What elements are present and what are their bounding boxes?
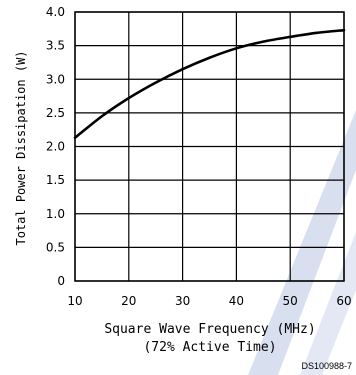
x-tick-label: 40: [229, 294, 244, 308]
y-tick-label: 0.5: [46, 240, 65, 254]
x-tick-label: 30: [175, 294, 190, 308]
x-axis-title: Square Wave Frequency (MHz): [104, 322, 315, 337]
x-tick-label: 50: [283, 294, 298, 308]
plot-area-frame: [74, 11, 345, 282]
y-tick-label: 0: [57, 274, 65, 288]
y-tick-label: 2.5: [46, 106, 65, 120]
y-axis-title: Total Power Dissipation (W): [14, 50, 28, 245]
x-axis-tick-labels: 10 20 30 40 50 60: [67, 294, 351, 308]
y-tick-label: 1.5: [46, 173, 65, 187]
watermark-band-group: [248, 110, 356, 375]
power-dissipation-curve: [73, 28, 346, 140]
x-axis-subtitle: (72% Active Time): [143, 340, 276, 355]
y-tick-label: 3.0: [46, 72, 65, 86]
watermark-band-2: [300, 232, 356, 375]
y-tick-label: 1.0: [46, 207, 65, 221]
figure-id-label: DS100988-7: [301, 361, 352, 371]
x-tick-label: 60: [336, 294, 351, 308]
x-tick-label: 20: [121, 294, 136, 308]
watermark-band-1: [248, 110, 356, 375]
y-tick-label: 2.0: [46, 140, 65, 154]
y-tick-label: 4.0: [46, 5, 65, 19]
y-axis-tick-labels: 0 0.5 1.0 1.5 2.0 2.5 3.0 3.5 4.0: [46, 5, 65, 288]
y-tick-label: 3.5: [46, 39, 65, 53]
x-tick-label: 10: [67, 294, 82, 308]
